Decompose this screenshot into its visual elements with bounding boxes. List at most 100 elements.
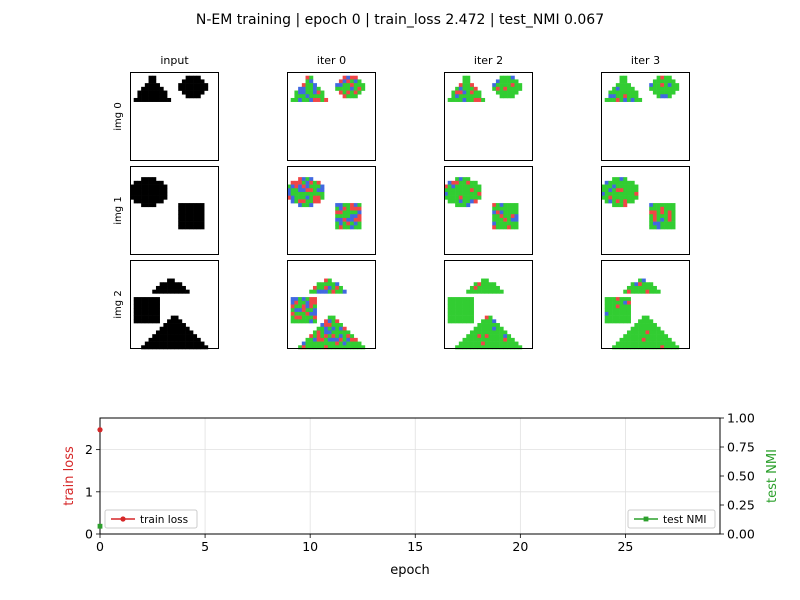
pixel: [144, 90, 149, 95]
pixel: [346, 79, 351, 84]
image-grid: input iter 0 iter 2 iter 3 img 0 img 1 img 2: [113, 54, 690, 350]
pixel: [294, 199, 299, 204]
pixel: [656, 86, 661, 91]
pixel: [469, 191, 474, 196]
pixel: [320, 195, 325, 200]
pixel: [338, 326, 343, 331]
pixel: [357, 206, 362, 211]
pixel: [312, 97, 317, 102]
pixel: [141, 315, 146, 320]
pixel: [167, 323, 172, 328]
pixel: [488, 282, 493, 287]
pixel: [331, 289, 336, 294]
pixel: [612, 308, 617, 313]
pixel: [455, 97, 460, 102]
pixel: [335, 337, 340, 342]
pixel: [619, 90, 624, 95]
pixel: [499, 326, 504, 331]
pixel: [316, 184, 321, 189]
pixel: [612, 319, 617, 324]
pixel: [462, 300, 467, 305]
pixel: [163, 323, 168, 328]
pixel: [492, 225, 497, 230]
pixel: [178, 221, 183, 226]
pixel: [469, 285, 474, 290]
pixel: [357, 345, 362, 350]
pixel: [148, 337, 153, 342]
pixel: [152, 180, 157, 185]
pixel: [634, 337, 639, 342]
pixel: [638, 323, 643, 328]
pixel: [141, 184, 146, 189]
pixel: [144, 308, 149, 313]
pixel: [312, 191, 317, 196]
y-left-tick-label: 2: [85, 442, 93, 457]
pixel: [350, 221, 355, 226]
pixel: [185, 217, 190, 222]
pixel: [667, 341, 672, 346]
pixel: [204, 83, 209, 88]
pixel: [133, 315, 138, 320]
pixel: [163, 191, 168, 196]
pixel: [455, 304, 460, 309]
pixel: [196, 94, 201, 99]
pixel: [196, 214, 201, 219]
pixel: [312, 86, 317, 91]
pixel: [455, 319, 460, 324]
pixel: [619, 86, 624, 91]
pixel: [361, 83, 366, 88]
pixel: [170, 319, 175, 324]
pixel: [514, 79, 519, 84]
pixel: [350, 75, 355, 80]
pixel: [309, 188, 314, 193]
pixel: [335, 225, 340, 230]
pixel: [137, 300, 142, 305]
pixel: [649, 214, 654, 219]
pixel: [507, 75, 512, 80]
pixel: [484, 326, 489, 331]
pixel: [309, 304, 314, 309]
pixel: [193, 214, 198, 219]
pixel: [630, 90, 635, 95]
pixel: [309, 90, 314, 95]
pixel: [350, 341, 355, 346]
pixel: [298, 191, 303, 196]
pixel: [200, 214, 205, 219]
y-right-tick-label: 0.75: [727, 440, 755, 455]
pixel: [667, 79, 672, 84]
pixel: [290, 308, 295, 313]
pixel: [638, 319, 643, 324]
pixel: [305, 79, 310, 84]
pixel: [159, 282, 164, 287]
pixel: [193, 79, 198, 84]
pixel: [320, 345, 325, 350]
pixel: [660, 86, 665, 91]
pixel: [167, 330, 172, 335]
pixel: [200, 225, 205, 230]
pixel: [327, 341, 332, 346]
pixel: [181, 221, 186, 226]
pixel: [163, 345, 168, 350]
pixel: [660, 94, 665, 99]
pixel: [357, 203, 362, 208]
pixel: [664, 225, 669, 230]
pixel: [144, 94, 149, 99]
pixel: [473, 341, 478, 346]
pixel: [492, 217, 497, 222]
pixel: [503, 337, 508, 342]
pixel: [518, 86, 523, 91]
pixel: [612, 195, 617, 200]
pixel: [626, 188, 631, 193]
pixel: [133, 319, 138, 324]
pixel: [181, 79, 186, 84]
pixel: [634, 282, 639, 287]
pixel: [492, 326, 497, 331]
pixel: [155, 191, 160, 196]
pixel: [290, 199, 295, 204]
pixel: [615, 180, 620, 185]
pixel: [447, 297, 452, 302]
pixel: [144, 97, 149, 102]
pixel: [159, 341, 164, 346]
pixel: [361, 86, 366, 91]
pixel: [159, 199, 164, 204]
